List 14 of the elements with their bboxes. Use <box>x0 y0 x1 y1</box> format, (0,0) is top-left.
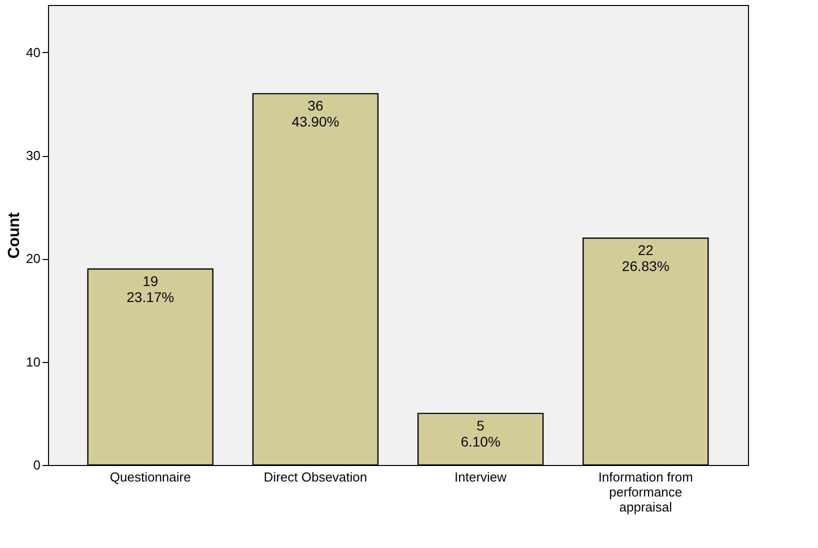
x-tick-label: Questionnaire <box>110 470 191 484</box>
data-label: 22 26.83% <box>622 242 670 274</box>
y-tick-label: 10 <box>26 354 40 370</box>
y-tick-label: 30 <box>26 148 40 164</box>
y-tick-label: 20 <box>26 251 40 266</box>
x-tick-label: Information from performance appraisal <box>598 470 693 514</box>
y-axis-title: Count <box>6 212 24 259</box>
x-tick-label: Interview <box>454 470 508 484</box>
x-tick-label: Direct Obsevation <box>264 470 368 484</box>
y-tick-label: 40 <box>26 44 40 60</box>
data-label: 19 23.17% <box>126 273 174 306</box>
y-tick-label: 0 <box>33 458 40 472</box>
data-label: 5 6.10% <box>460 417 500 450</box>
data-label: 36 43.90% <box>292 98 340 130</box>
